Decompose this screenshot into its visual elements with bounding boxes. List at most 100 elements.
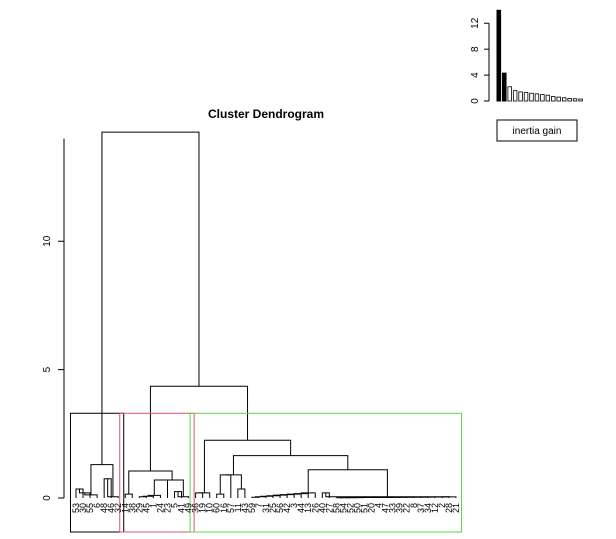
- leaf-label: 36: [191, 503, 201, 513]
- leaf-label: 53: [71, 503, 81, 513]
- dendrogram-branch: [84, 492, 98, 498]
- leaf-label: 59: [247, 503, 257, 513]
- dendrogram-branch: [142, 495, 154, 498]
- dendrogram-branch: [124, 493, 133, 498]
- leaf-label: 10: [205, 503, 215, 513]
- leaf-label: 31: [261, 503, 271, 513]
- cluster-rectangle: [119, 412, 195, 533]
- leaf-label: 33: [388, 503, 398, 513]
- dendrogram-branch: [103, 478, 112, 498]
- leaf-label: 48: [99, 503, 109, 513]
- inertia-bar: [556, 96, 561, 102]
- leaf-label: 29: [134, 503, 144, 513]
- leaf-label: 25: [268, 503, 278, 513]
- leaf-label: 14: [120, 503, 130, 513]
- y-tick-label: 10: [42, 235, 53, 247]
- inertia-bar: [534, 93, 540, 102]
- inertia-bar: [562, 97, 567, 102]
- leaf-label: 55: [85, 503, 95, 513]
- leaf-label: 50: [352, 503, 362, 513]
- inertia-bar: [529, 92, 534, 102]
- y-axis-ticks: 0 5 10: [42, 235, 64, 501]
- leaf-label: 4: [374, 503, 384, 508]
- leaf-label: 47: [381, 503, 391, 513]
- dendrogram-branch: [90, 464, 114, 497]
- leaf-label: 32: [113, 503, 123, 513]
- leaf-label: 23: [162, 503, 172, 513]
- dendrogram-branch: [101, 131, 200, 465]
- leaf-label: 57: [226, 503, 236, 513]
- leaf-label: 38: [127, 503, 137, 513]
- inertia-y-tick-label: 8: [470, 46, 481, 52]
- leaf-label: 40: [317, 503, 327, 513]
- leaf-label: 39: [395, 503, 405, 513]
- chart-title: Cluster Dendrogram: [208, 107, 324, 121]
- leaf-label: 27: [324, 503, 334, 513]
- y-tick-label: 0: [42, 495, 53, 501]
- dendrogram-branch: [174, 491, 183, 498]
- dendrogram-branch: [300, 492, 316, 498]
- leaf-label: 13: [303, 503, 313, 513]
- cluster-rectangles: [69, 412, 463, 533]
- dendrogram-branch: [128, 470, 173, 495]
- y-tick-label: 5: [42, 366, 53, 372]
- dendrogram-branch: [195, 492, 204, 498]
- dendrogram-branches: [75, 131, 457, 499]
- leaf-label: 6: [92, 503, 102, 508]
- inertia-gain-chart: 0 4 8 12 inertia gain: [470, 9, 583, 142]
- leaf-label: 1: [148, 503, 158, 508]
- leaf-label: 42: [282, 503, 292, 513]
- leaf-label: 8: [409, 503, 419, 508]
- leaf-label: 21: [451, 503, 461, 513]
- dendrogram-branch: [219, 474, 232, 498]
- leaf-label: 26: [310, 503, 320, 513]
- inertia-bar: [540, 94, 545, 102]
- leaf-label: 34: [423, 503, 433, 513]
- dendrogram-branch: [272, 494, 288, 498]
- inertia-y-tick-label: 0: [470, 98, 481, 104]
- inertia-y-axis-ticks: 0 4 8 12: [470, 17, 489, 104]
- leaf-label: 12: [430, 503, 440, 513]
- leaf-label: 52: [345, 503, 355, 513]
- leaf-label: 16: [219, 503, 229, 513]
- dendrogram-branch: [251, 496, 260, 498]
- dendrogram-branch: [138, 496, 147, 498]
- inertia-bar: [501, 72, 507, 102]
- dendrogram-branch: [203, 439, 292, 493]
- legend-label: inertia gain: [513, 126, 562, 137]
- dendrogram-branch: [232, 455, 349, 475]
- leaf-label: 3: [289, 503, 299, 508]
- leaf-label: 49: [184, 503, 194, 513]
- inertia-bar: [507, 86, 512, 102]
- cluster-rectangle: [189, 412, 463, 533]
- inertia-bar: [512, 90, 518, 102]
- leaf-label: 5: [170, 503, 180, 508]
- legend-box: [496, 119, 578, 142]
- leaf-label: 28: [444, 503, 454, 513]
- leaf-label: 22: [402, 503, 412, 513]
- inertia-bars: [496, 9, 583, 102]
- inertia-bar: [567, 98, 572, 102]
- leaf-label: 41: [177, 503, 187, 513]
- leaf-label: 45: [141, 503, 151, 513]
- inertia-bar: [572, 98, 578, 102]
- leaf-label: 24: [155, 503, 165, 513]
- dendrogram-branch: [225, 474, 242, 490]
- dendrogram-branch: [286, 493, 302, 498]
- leaf-label: 20: [367, 503, 377, 513]
- inertia-bar: [518, 91, 523, 102]
- cluster-rectangle: [69, 412, 125, 533]
- leaf-label: 60: [212, 503, 222, 513]
- leaf-label: 2: [437, 503, 447, 508]
- dendrogram-branch: [153, 479, 168, 498]
- leaf-label: 37: [416, 503, 426, 513]
- dendrogram-branch: [216, 493, 225, 498]
- leaf-label: 7: [254, 503, 264, 508]
- leaf-labels: 5330556484632143829451242354149361910601…: [71, 503, 461, 513]
- dendrogram-branch: [307, 469, 388, 497]
- inertia-bar: [523, 92, 529, 102]
- leaf-label: 30: [78, 503, 88, 513]
- leaf-label: 19: [198, 503, 208, 513]
